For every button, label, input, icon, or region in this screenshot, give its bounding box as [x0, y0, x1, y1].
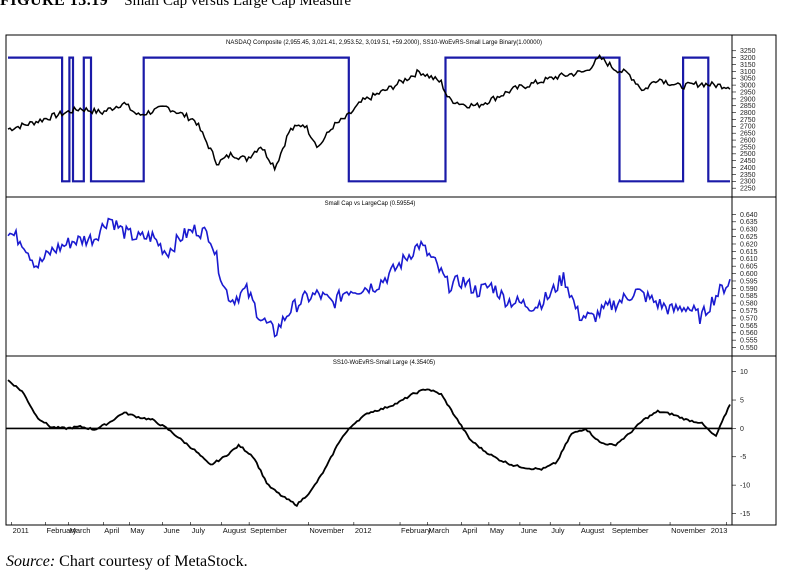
x-tick-label: September [250, 526, 287, 535]
y-tick-label: 2250 [740, 186, 756, 193]
y-tick-label: 0.595 [740, 278, 758, 285]
x-tick-label: 2013 [711, 526, 728, 535]
x-tick-label: November [309, 526, 344, 535]
y-tick-label: 2450 [740, 158, 756, 165]
y-tick-label: 0.585 [740, 293, 758, 300]
y-tick-label: 0.580 [740, 301, 758, 308]
y-tick-label: 2900 [740, 96, 756, 103]
y-tick-label: 0.590 [740, 286, 758, 293]
x-tick-label: February [401, 526, 431, 535]
y-tick-label: 3250 [740, 48, 756, 55]
y-tick-label: -15 [740, 511, 750, 518]
x-tick-label: May [130, 526, 144, 535]
y-tick-label: 0.640 [740, 212, 758, 219]
metastock-chart: NASDAQ Composite (2,955.45, 3,021.41, 2,… [5, 34, 777, 535]
y-tick-label: 0.630 [740, 227, 758, 234]
y-tick-label: 5 [740, 397, 744, 404]
y-tick-label: 3200 [740, 55, 756, 62]
x-tick-label: March [70, 526, 91, 535]
x-tick-label: June [521, 526, 537, 535]
y-tick-label: 2750 [740, 117, 756, 124]
y-tick-label: 0.610 [740, 256, 758, 263]
y-tick-label: 3000 [740, 83, 756, 90]
panel3-y-ticks: 10 5 0 -5 -10 -15 [732, 369, 750, 518]
y-tick-label: 2550 [740, 144, 756, 151]
x-tick-label: 2012 [355, 526, 372, 535]
y-tick-label: 0.625 [740, 234, 758, 241]
y-tick-label: 0.605 [740, 264, 758, 271]
y-tick-label: 2400 [740, 165, 756, 172]
y-tick-label: 2850 [740, 103, 756, 110]
panel1-series [7, 53, 731, 183]
y-tick-label: 0.575 [740, 308, 758, 315]
panel1-title: NASDAQ Composite (2,955.45, 3,021.41, 2,… [226, 40, 542, 46]
panel3-series [6, 379, 732, 508]
figure-heading: FIGURE 13.19 Small Cap versus Large Cap … [0, 0, 351, 12]
panel1-y-ticks: 3250320031503100305030002950290028502800… [732, 48, 756, 193]
y-tick-label: 2950 [740, 89, 756, 96]
y-tick-label: 2650 [740, 131, 756, 138]
source-note: Source: Chart courtesy of MetaStock. [6, 553, 248, 571]
y-tick-label: 2700 [740, 124, 756, 131]
figure-number: FIGURE 13.19 [0, 0, 109, 9]
x-tick-label: March [428, 526, 449, 535]
y-tick-label: 2800 [740, 110, 756, 117]
figure-title: Small Cap versus Large Cap Measure [124, 0, 351, 9]
y-tick-label: 3100 [740, 69, 756, 76]
y-tick-label: 0.635 [740, 219, 758, 226]
y-axis-strip [731, 34, 777, 526]
y-tick-label: 2300 [740, 179, 756, 186]
x-tick-label: November [671, 526, 706, 535]
panel3-title: SS10-WoEvRS-Small Large (4.35405) [333, 360, 435, 366]
source-text: Chart courtesy of MetaStock. [59, 553, 248, 570]
panel2-series [7, 217, 731, 338]
y-tick-label: 0.550 [740, 345, 758, 352]
panel2-title: Small Cap vs LargeCap (0.59554) [325, 201, 416, 207]
oscillator-line [7, 379, 731, 508]
y-tick-label: 10 [740, 369, 748, 376]
y-tick-label: 0 [740, 426, 744, 433]
y-tick-label: 0.600 [740, 271, 758, 278]
x-tick-label: May [490, 526, 504, 535]
x-tick-label: 2011 [13, 526, 29, 535]
y-tick-label: -10 [740, 483, 750, 490]
y-tick-label: 2600 [740, 137, 756, 144]
y-tick-label: 0.560 [740, 330, 758, 337]
y-tick-label: 3150 [740, 62, 756, 69]
binary-indicator-line [8, 56, 730, 183]
y-tick-label: 2350 [740, 172, 756, 179]
small-vs-large-ratio-line [7, 217, 731, 338]
y-tick-label: 0.555 [740, 338, 758, 345]
y-tick-label: 2500 [740, 151, 756, 158]
y-tick-label: 0.620 [740, 241, 758, 248]
x-tick-label: April [104, 526, 119, 535]
y-tick-label: 0.565 [740, 323, 758, 330]
x-tick-label: August [223, 526, 247, 535]
x-tick-label: July [551, 526, 565, 535]
panel2-y-ticks: 0.6400.6350.6300.6250.6200.6150.6100.605… [732, 212, 758, 352]
y-tick-label: -5 [740, 454, 746, 461]
x-tick-label: June [164, 526, 180, 535]
y-tick-label: 0.615 [740, 249, 758, 256]
x-tick-label: February [47, 526, 77, 535]
x-tick-label: July [192, 526, 206, 535]
x-tick-label: April [462, 526, 477, 535]
y-tick-label: 3050 [740, 76, 756, 83]
x-tick-label: September [612, 526, 649, 535]
nasdaq-price-line [7, 53, 731, 172]
y-tick-label: 0.570 [740, 315, 758, 322]
source-label: Source: [6, 553, 56, 570]
x-tick-label: August [581, 526, 605, 535]
